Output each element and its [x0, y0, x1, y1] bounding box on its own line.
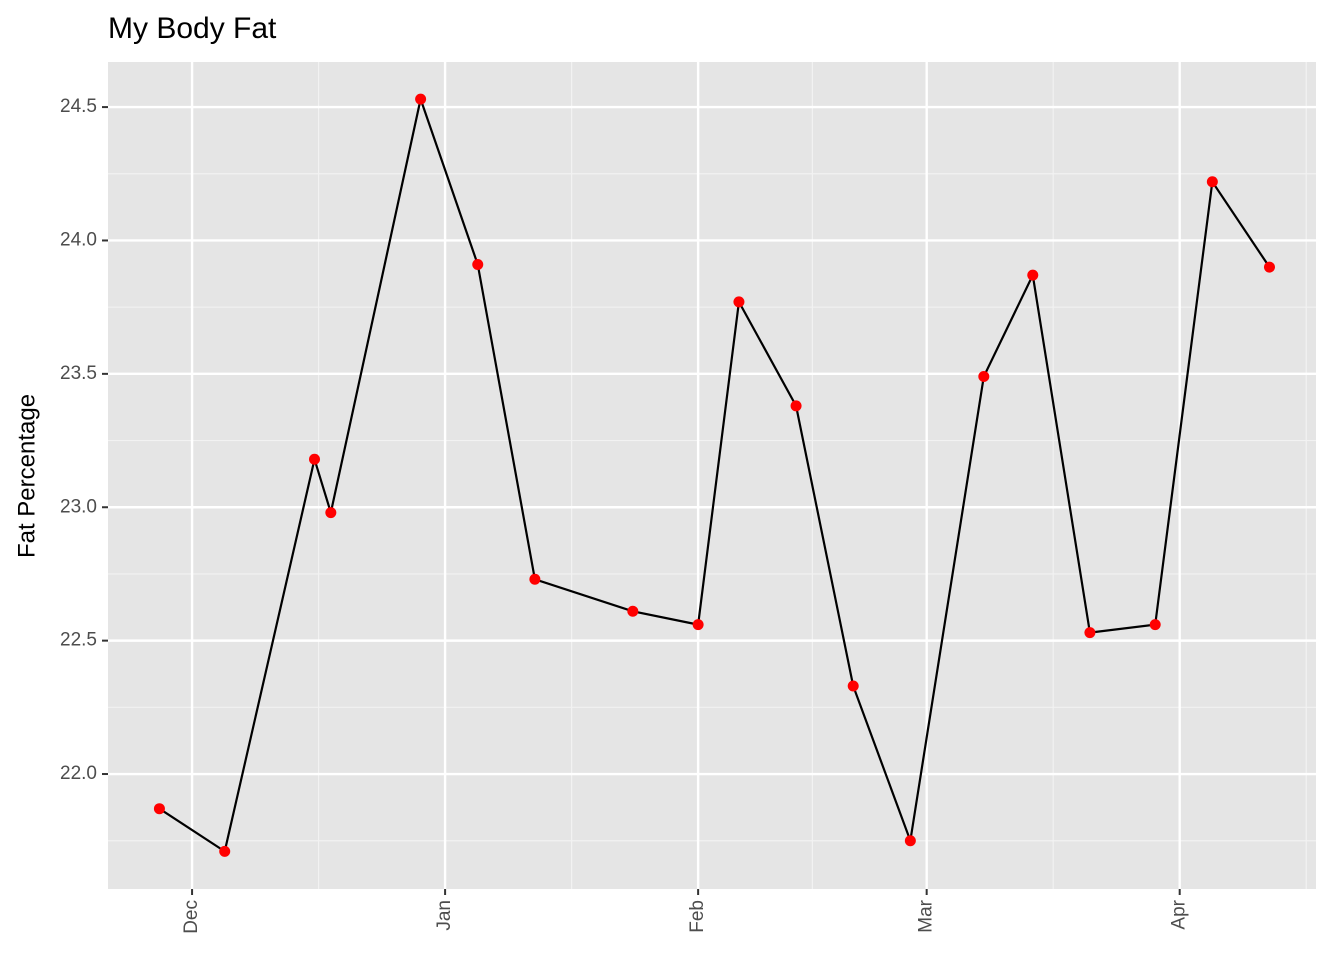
point [529, 573, 541, 585]
chart-title: My Body Fat [108, 12, 277, 45]
x-tick-label: Feb [687, 900, 708, 933]
y-axis-title: Fat Percentage [13, 394, 40, 558]
y-tick-label: 24.5 [60, 96, 97, 117]
point [904, 835, 916, 847]
plot-panel [108, 62, 1316, 889]
point [1084, 627, 1096, 639]
x-tick-label: Mar [916, 899, 937, 932]
y-tick-label: 24.0 [60, 229, 97, 250]
point [415, 93, 427, 105]
point [1149, 619, 1161, 631]
y-tick-label: 23.0 [60, 496, 97, 517]
point [692, 619, 704, 631]
point [627, 605, 639, 617]
y-tick-label: 22.5 [60, 630, 97, 651]
point [1263, 261, 1275, 273]
point [847, 680, 859, 692]
point [790, 400, 802, 412]
point [309, 453, 321, 465]
x-tick-label: Jan [434, 900, 455, 931]
point [1027, 269, 1039, 281]
point [219, 845, 231, 857]
x-tick-label: Apr [1169, 899, 1190, 929]
y-tick-label: 23.5 [60, 363, 97, 384]
point [325, 507, 337, 519]
point [153, 803, 165, 815]
point [978, 371, 990, 383]
point [472, 258, 484, 270]
y-tick-label: 22.0 [60, 763, 97, 784]
point [1206, 176, 1218, 188]
x-tick-label: Dec [181, 900, 202, 934]
point [733, 296, 745, 308]
